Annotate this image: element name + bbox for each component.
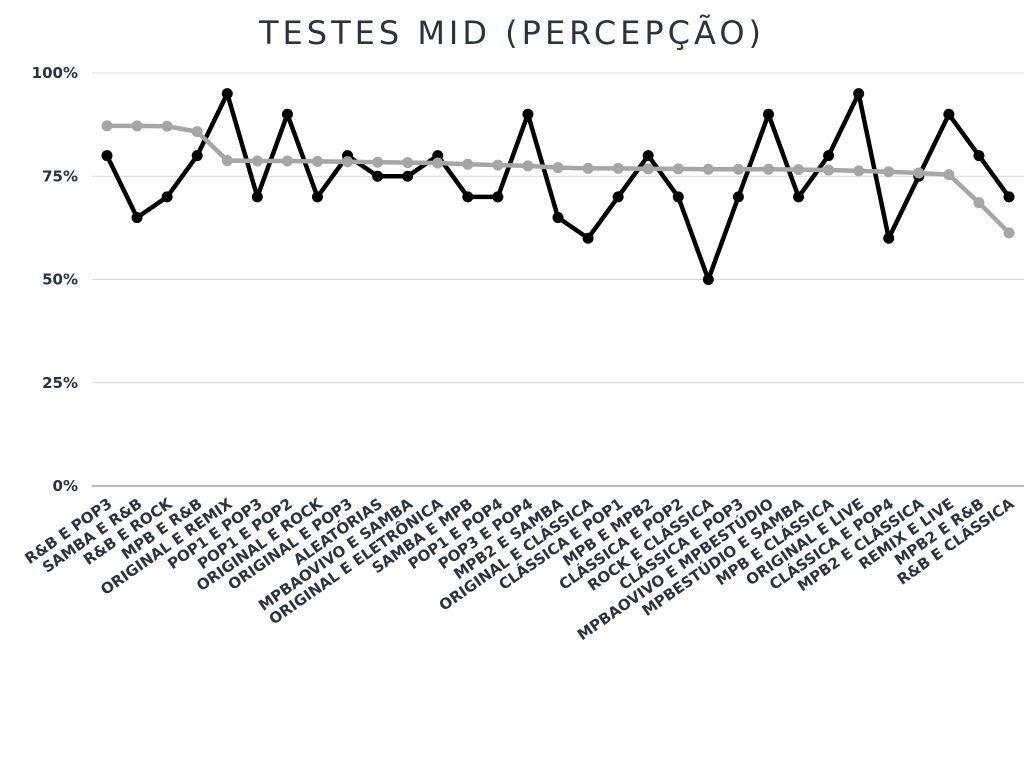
chart-title: TESTES MID (PERCEPÇÃO) [258, 14, 766, 52]
data-point [402, 157, 414, 169]
data-point [552, 162, 564, 174]
data-point [191, 126, 203, 138]
data-point [582, 232, 594, 244]
data-point [251, 155, 263, 167]
data-point [131, 120, 143, 132]
y-tick-label: 100% [32, 64, 78, 82]
data-point [823, 164, 835, 176]
data-point [372, 156, 384, 168]
data-point [943, 108, 955, 120]
data-point [732, 191, 744, 203]
y-tick-label: 50% [42, 271, 78, 289]
data-point [311, 191, 323, 203]
data-point [883, 232, 895, 244]
data-point [1003, 227, 1015, 239]
data-point [281, 108, 293, 120]
data-point [101, 150, 113, 162]
data-point [732, 163, 744, 175]
data-point [702, 274, 714, 285]
y-tick-label: 75% [42, 167, 78, 185]
data-point [702, 163, 714, 175]
data-point [522, 160, 534, 172]
data-point [432, 157, 444, 169]
data-point [672, 163, 684, 175]
data-point [943, 169, 955, 181]
data-point [492, 191, 504, 203]
data-point [101, 120, 113, 132]
data-point [913, 167, 925, 179]
data-point [612, 162, 624, 174]
data-point [372, 170, 384, 182]
data-point [342, 156, 354, 168]
data-point [311, 155, 323, 167]
data-point [462, 158, 474, 170]
data-point [281, 155, 293, 167]
data-point [131, 212, 143, 224]
data-point [462, 191, 474, 203]
data-point [672, 191, 684, 203]
data-point [582, 162, 594, 174]
data-point [522, 108, 534, 120]
data-point [823, 150, 835, 162]
data-point [762, 108, 774, 120]
data-point [191, 150, 203, 162]
data-point [762, 163, 774, 175]
data-point [883, 166, 895, 178]
data-point [402, 170, 414, 182]
data-point [612, 191, 624, 203]
y-tick-label: 0% [53, 477, 78, 495]
data-point [642, 163, 654, 175]
data-point [552, 212, 564, 224]
data-point [793, 191, 805, 203]
data-point [161, 191, 173, 203]
data-point [251, 191, 263, 203]
data-point [221, 155, 233, 167]
y-tick-label: 25% [42, 374, 78, 392]
data-point [973, 197, 985, 209]
data-point [853, 165, 865, 177]
series-line-1 [104, 91, 1012, 282]
data-point [642, 150, 654, 162]
data-point [1003, 191, 1015, 203]
data-point [973, 150, 985, 162]
data-point [793, 164, 805, 176]
data-point [492, 159, 504, 171]
data-point [221, 88, 233, 100]
data-point [161, 120, 173, 132]
data-point [853, 88, 865, 100]
